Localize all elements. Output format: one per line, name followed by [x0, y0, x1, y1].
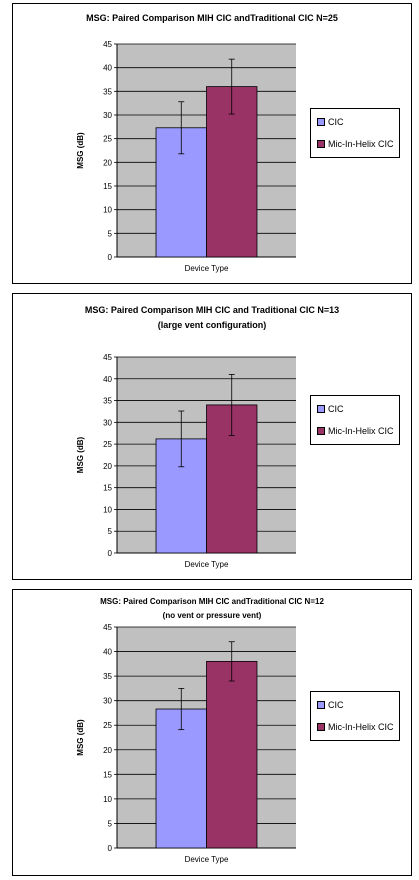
y-tick-label: 10	[103, 206, 112, 215]
y-tick-label: 45	[103, 40, 112, 49]
y-tick-label: 45	[103, 623, 112, 632]
y-tick-label: 20	[103, 158, 112, 167]
y-tick-label: 10	[103, 795, 112, 804]
chart-legend: CIC Mic-In-Helix CIC	[310, 395, 400, 445]
chart-legend: CIC Mic-In-Helix CIC	[310, 691, 400, 741]
y-axis-label: MSG (dB)	[76, 132, 85, 169]
y-tick-label: 40	[103, 64, 112, 73]
legend-swatch	[317, 405, 325, 413]
chart-legend: CIC Mic-In-Helix CIC	[310, 108, 400, 158]
y-tick-label: 30	[103, 418, 112, 427]
chart-title-line: MSG: Paired Comparison MIH CIC andTradit…	[86, 13, 338, 23]
legend-label: CIC	[328, 700, 344, 710]
bar-chart: 0 5 10 15 20 25 30 35 40 45 Device Type MSG (dB)	[76, 623, 296, 864]
y-tick-label: 45	[103, 353, 112, 362]
y-axis-label: MSG (dB)	[76, 719, 85, 756]
y-tick-label: 5	[108, 229, 113, 238]
legend-label: CIC	[328, 404, 344, 414]
legend-swatch	[317, 118, 325, 126]
y-tick-label: 25	[103, 721, 112, 730]
legend-label: Mic-In-Helix CIC	[328, 426, 394, 436]
x-axis-label: Device Type	[185, 560, 229, 569]
chart-title-line: MSG: Paired Comparison MIH CIC and Tradi…	[84, 305, 340, 315]
legend-label: Mic-In-Helix CIC	[328, 139, 394, 149]
y-tick-label: 35	[103, 87, 112, 96]
legend-item: Mic-In-Helix CIC	[317, 426, 395, 436]
chart-title: MSG: Paired Comparison MIH CIC andTradit…	[13, 595, 411, 623]
y-tick-label: 20	[103, 746, 112, 755]
legend-label: CIC	[328, 117, 344, 127]
bar-chart: 0 5 10 15 20 25 30 35 40 45 Device Type MSG (dB)	[76, 353, 296, 569]
legend-swatch	[317, 427, 325, 435]
chart-panel-3: MSG: Paired Comparison MIH CIC andTradit…	[12, 589, 412, 876]
chart-title-line: MSG: Paired Comparison MIH CIC andTradit…	[100, 597, 324, 606]
bar-mic-in-helix-cic	[206, 660, 258, 849]
chart-panel-1: MSG: Paired Comparison MIH CIC andTradit…	[12, 3, 412, 284]
y-tick-label: 0	[108, 549, 113, 558]
y-tick-label: 15	[103, 770, 112, 779]
chart-title: MSG: Paired Comparison MIH CIC andTradit…	[13, 11, 411, 26]
legend-label: Mic-In-Helix CIC	[328, 722, 394, 732]
legend-swatch	[317, 140, 325, 148]
legend-item: CIC	[317, 404, 395, 414]
legend-item: Mic-In-Helix CIC	[317, 139, 395, 149]
legend-item: CIC	[317, 117, 395, 127]
chart-title-line: (no vent or pressure vent)	[162, 611, 262, 620]
y-tick-label: 20	[103, 462, 112, 471]
y-tick-label: 5	[108, 819, 113, 828]
y-tick-label: 35	[103, 672, 112, 681]
y-axis-label: MSG (dB)	[76, 436, 85, 473]
chart-title: MSG: Paired Comparison MIH CIC and Tradi…	[13, 303, 411, 333]
y-tick-label: 0	[108, 844, 113, 853]
y-tick-label: 30	[103, 111, 112, 120]
x-axis-label: Device Type	[185, 264, 229, 273]
legend-swatch	[317, 701, 325, 709]
y-tick-label: 40	[103, 375, 112, 384]
bar-chart: 0 5 10 15 20 25 30 35 40 45 Device Type MSG (dB)	[76, 40, 296, 273]
y-tick-label: 25	[103, 135, 112, 144]
x-axis-label: Device Type	[185, 855, 229, 864]
y-tick-label: 15	[103, 484, 112, 493]
chart-panel-2: MSG: Paired Comparison MIH CIC and Tradi…	[12, 293, 412, 580]
chart-title-line: (large vent configuration)	[157, 320, 267, 330]
y-tick-label: 15	[103, 182, 112, 191]
y-tick-label: 30	[103, 697, 112, 706]
y-tick-label: 0	[108, 253, 113, 262]
legend-swatch	[317, 723, 325, 731]
bar-cic	[155, 708, 207, 849]
y-tick-label: 35	[103, 397, 112, 406]
y-tick-label: 5	[108, 527, 113, 536]
legend-item: Mic-In-Helix CIC	[317, 722, 395, 732]
y-tick-label: 10	[103, 505, 112, 514]
y-tick-label: 25	[103, 440, 112, 449]
y-tick-label: 40	[103, 648, 112, 657]
legend-item: CIC	[317, 700, 395, 710]
